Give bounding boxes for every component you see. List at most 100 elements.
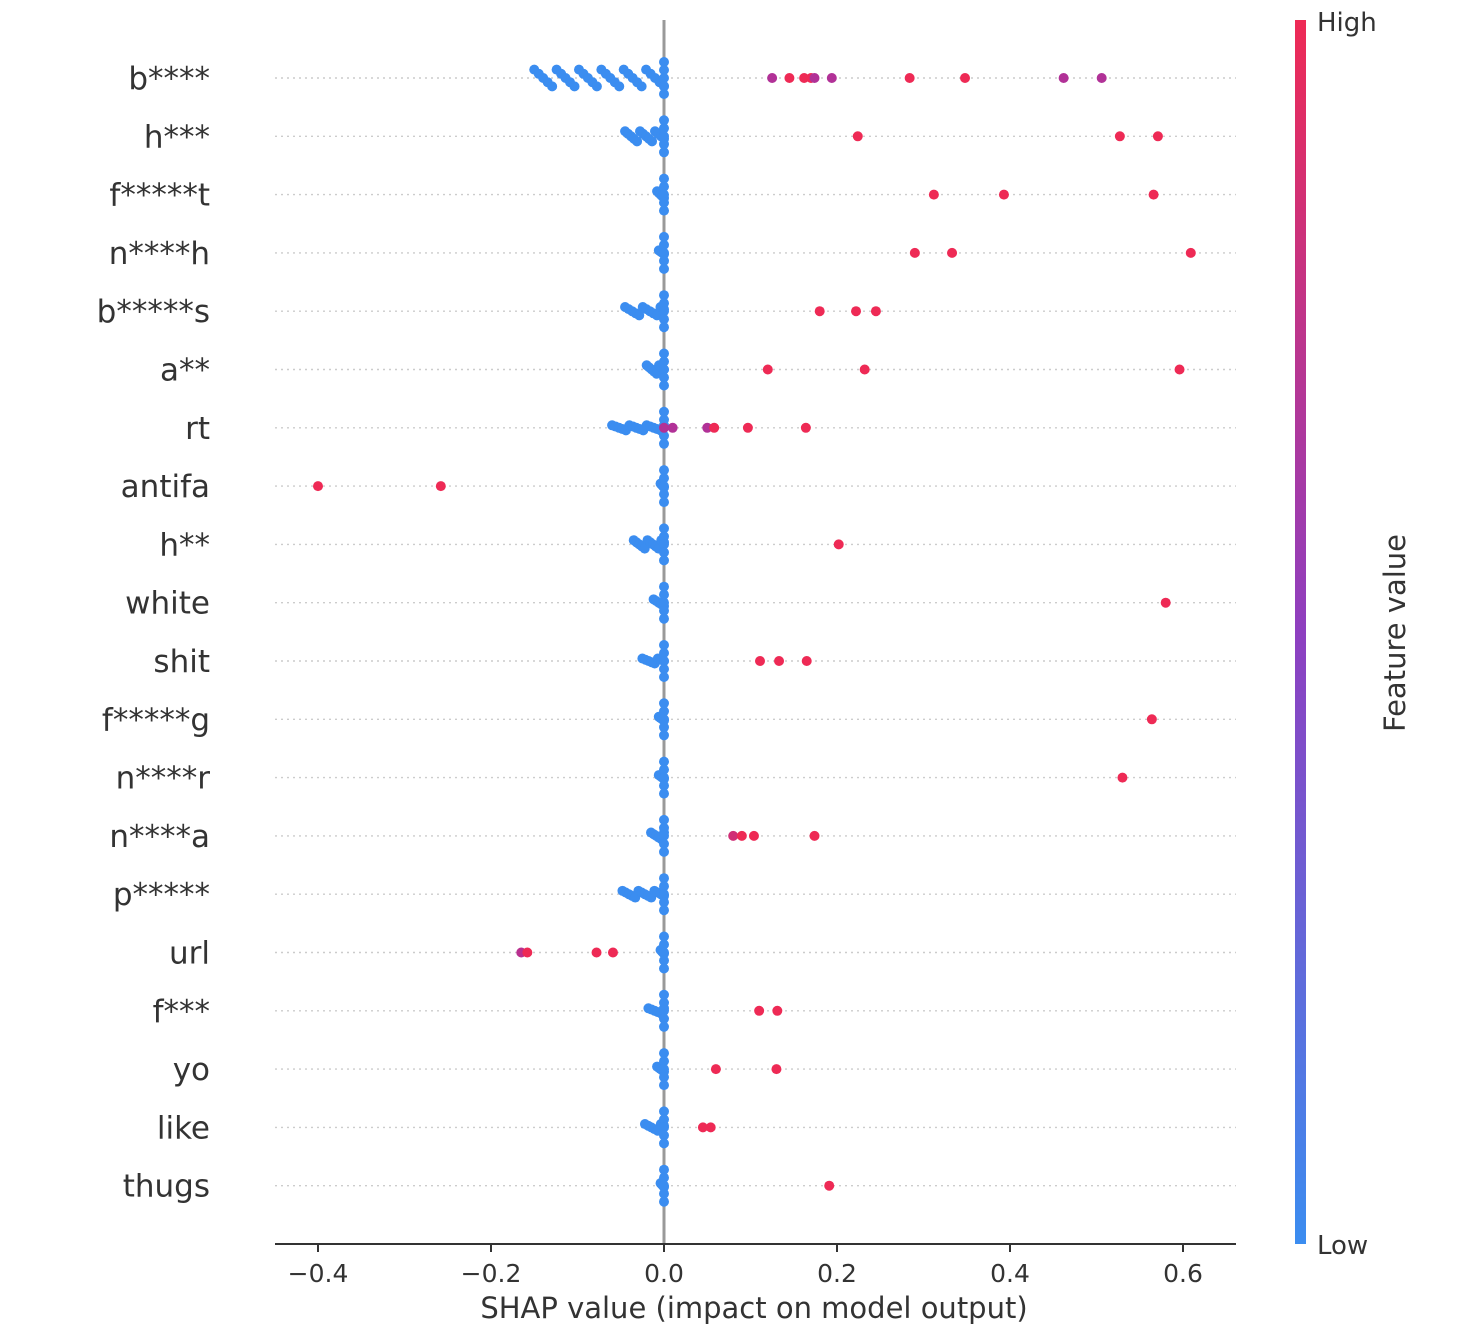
shap-point bbox=[754, 1005, 765, 1016]
shap-point bbox=[659, 57, 669, 67]
shap-point bbox=[659, 772, 669, 783]
shap-point bbox=[659, 1122, 669, 1133]
shap-point bbox=[755, 656, 766, 666]
shap-point bbox=[659, 714, 669, 725]
shap-point bbox=[659, 247, 669, 258]
shap-point bbox=[659, 348, 669, 359]
feature-label: f*** bbox=[153, 994, 210, 1030]
shap-point bbox=[852, 131, 863, 142]
feature-label: n****a bbox=[109, 819, 210, 855]
shap-point bbox=[659, 756, 669, 767]
shap-point bbox=[1117, 772, 1128, 783]
feature-label: shit bbox=[153, 644, 210, 680]
shap-point bbox=[748, 830, 759, 841]
shap-point bbox=[659, 131, 669, 142]
shap-point bbox=[659, 290, 669, 301]
shap-point bbox=[904, 73, 915, 83]
shap-point bbox=[659, 822, 669, 833]
shap-point bbox=[659, 838, 669, 849]
shap-point bbox=[659, 489, 669, 500]
shap-point bbox=[636, 81, 647, 92]
shap-point bbox=[659, 181, 669, 192]
shap-point bbox=[659, 380, 669, 391]
shap-point bbox=[632, 136, 643, 147]
row-gridlines bbox=[275, 77, 1236, 1187]
shap-point bbox=[659, 947, 669, 958]
shap-point bbox=[659, 889, 669, 900]
shap-point bbox=[659, 465, 669, 476]
shap-point bbox=[705, 1122, 716, 1133]
x-tick-label: 0.6 bbox=[1163, 1259, 1203, 1288]
shap-point bbox=[659, 963, 669, 974]
shap-point bbox=[659, 1130, 669, 1141]
shap-point bbox=[659, 123, 669, 134]
shap-point bbox=[909, 247, 920, 258]
shap-point bbox=[659, 1056, 669, 1067]
shap-point bbox=[659, 1188, 669, 1199]
shap-point bbox=[659, 555, 669, 566]
shap-point bbox=[659, 581, 669, 592]
shap-point bbox=[659, 1005, 669, 1016]
shap-point bbox=[659, 846, 669, 857]
feature-label: n****h bbox=[109, 236, 210, 272]
shap-point bbox=[859, 364, 870, 375]
feature-label: rt bbox=[185, 411, 210, 447]
shap-point bbox=[659, 81, 669, 91]
shap-point bbox=[659, 640, 669, 650]
x-tick-label: 0.2 bbox=[817, 1259, 857, 1288]
shap-point bbox=[667, 422, 678, 433]
shap-point bbox=[659, 422, 669, 433]
feature-label: a** bbox=[160, 353, 210, 389]
shap-point bbox=[522, 947, 533, 958]
shap-point bbox=[659, 173, 669, 184]
shap-point bbox=[313, 481, 323, 492]
shap-point bbox=[659, 1114, 669, 1125]
shap-point bbox=[659, 931, 669, 942]
feature-label: yo bbox=[173, 1052, 210, 1088]
shap-point bbox=[659, 664, 669, 674]
shap-point bbox=[659, 1172, 669, 1183]
shap-point bbox=[659, 905, 669, 916]
shap-point bbox=[1146, 714, 1157, 725]
colorbar-high-label: High bbox=[1317, 8, 1377, 38]
x-axis-ticks: −0.4 −0.2 0.0 0.2 0.4 0.6 bbox=[288, 1244, 1203, 1288]
shap-point bbox=[710, 1064, 721, 1075]
shap-point bbox=[659, 263, 669, 274]
shap-point bbox=[998, 189, 1009, 200]
shap-point bbox=[659, 939, 669, 950]
shap-point bbox=[607, 947, 618, 958]
shap-point bbox=[659, 523, 669, 534]
shap-point bbox=[659, 497, 669, 508]
shap-point bbox=[659, 89, 669, 99]
shap-point bbox=[659, 197, 669, 208]
shap-point bbox=[1148, 189, 1159, 200]
shap-point bbox=[772, 1005, 783, 1016]
shap-point bbox=[659, 1064, 669, 1075]
shap-point bbox=[947, 247, 958, 258]
shap-point bbox=[814, 306, 825, 317]
shap-point bbox=[771, 1064, 782, 1075]
feature-label: b**** bbox=[128, 61, 210, 97]
shap-point bbox=[659, 613, 669, 624]
shap-point bbox=[659, 239, 669, 250]
shap-point bbox=[809, 830, 820, 841]
shap-point bbox=[659, 547, 669, 558]
shap-point bbox=[659, 1106, 669, 1117]
colorbar-low-label: Low bbox=[1317, 1231, 1368, 1261]
shap-point bbox=[702, 422, 713, 433]
shap-point bbox=[659, 306, 669, 317]
x-tick-label: 0.4 bbox=[990, 1259, 1030, 1288]
shap-point bbox=[659, 1196, 669, 1207]
shap-point bbox=[1058, 73, 1069, 83]
shap-point bbox=[851, 306, 862, 317]
shap-point bbox=[928, 189, 939, 200]
feature-label: like bbox=[157, 1110, 210, 1146]
shap-point bbox=[659, 814, 669, 825]
shap-point bbox=[742, 422, 753, 433]
shap-point bbox=[659, 473, 669, 484]
x-tick-label: 0.0 bbox=[644, 1259, 684, 1288]
shap-point bbox=[659, 897, 669, 908]
shap-point bbox=[1174, 364, 1185, 375]
shap-point bbox=[697, 1122, 708, 1133]
